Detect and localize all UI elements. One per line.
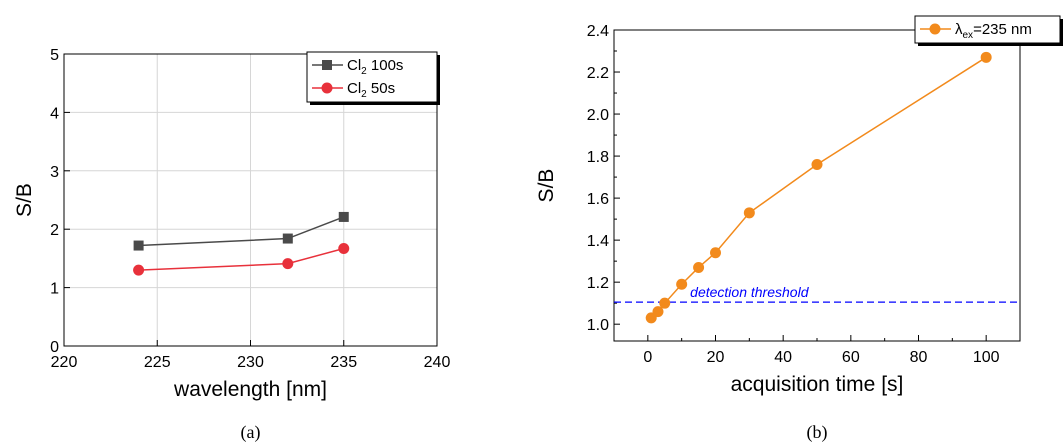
legend-label: λex=235 nm	[955, 21, 1032, 41]
data-point	[676, 278, 688, 290]
legend-marker	[929, 23, 941, 35]
data-point	[659, 297, 671, 309]
x-tick-label: 220	[51, 354, 78, 371]
x-axis-label: acquisition time [s]	[731, 373, 904, 396]
y-tick-label: 1.6	[587, 191, 609, 208]
data-point	[282, 233, 293, 244]
x-tick-label: 230	[237, 354, 264, 371]
y-axis-label: S/B	[535, 169, 558, 203]
x-tick-label: 40	[774, 349, 792, 366]
data-point	[693, 261, 705, 273]
data-point	[338, 242, 350, 254]
detection-threshold-label: detection threshold	[690, 284, 810, 300]
data-point	[710, 247, 721, 259]
y-axis-label: S/B	[13, 183, 36, 217]
x-tick-label: 240	[424, 354, 451, 371]
legend: Cl2 100s Cl2 50s	[306, 51, 440, 105]
series-line	[138, 216, 345, 247]
y-tick-label: 1.8	[587, 149, 609, 166]
data-point	[811, 158, 823, 170]
y-tick-label: 2.2	[587, 65, 609, 82]
y-tick-label: 3	[50, 164, 59, 181]
data-point	[282, 258, 294, 270]
legend: λex=235 nm	[914, 15, 1063, 46]
x-tick-label: 60	[842, 349, 860, 366]
chart-b: 0 20 40 60 80 100 1.0 1.2 1.4 1.6 1.8 2.0 2.2 2.4 dete…	[535, 15, 1063, 443]
y-tick-label: 1.4	[587, 233, 609, 250]
x-tick-label: 225	[144, 354, 171, 371]
y-tick-label: 1.0	[587, 317, 609, 334]
legend-box	[306, 51, 438, 103]
x-tick-label: 235	[330, 354, 357, 371]
data-point	[652, 306, 664, 318]
series-line	[650, 56, 987, 319]
legend-marker	[322, 60, 332, 70]
y-tick-label: 0	[50, 339, 59, 356]
figure-caption: (a)	[241, 422, 261, 443]
chart-a: 220 225 230 235 240 0 1 2 3 4 5 wavelength [nm] S/B (…	[13, 47, 450, 443]
y-tick-label: 2.4	[587, 23, 609, 40]
legend-label: Cl2 50s	[347, 80, 395, 100]
y-tick-label: 2	[50, 222, 59, 239]
y-tick-label: 5	[50, 47, 59, 64]
x-tick-label: 80	[910, 349, 928, 366]
y-tick-label: 4	[50, 105, 59, 122]
data-point	[980, 51, 992, 63]
plot-frame	[613, 29, 1021, 342]
x-axis-label: wavelength [nm]	[173, 378, 327, 401]
x-tick-label: 0	[643, 349, 652, 366]
y-tick-label: 1	[50, 281, 59, 298]
y-tick-label: 2.0	[587, 107, 609, 124]
data-point	[743, 207, 755, 219]
data-point	[133, 240, 144, 251]
data-point	[338, 211, 349, 222]
x-tick-label: 20	[707, 349, 725, 366]
series-line	[138, 247, 344, 271]
figure-caption: (b)	[807, 422, 828, 443]
y-tick-label: 1.2	[587, 275, 609, 292]
x-tick-label: 100	[973, 349, 1000, 366]
legend-label: Cl2 100s	[347, 57, 403, 77]
data-point	[133, 264, 145, 276]
legend-marker	[321, 82, 333, 94]
